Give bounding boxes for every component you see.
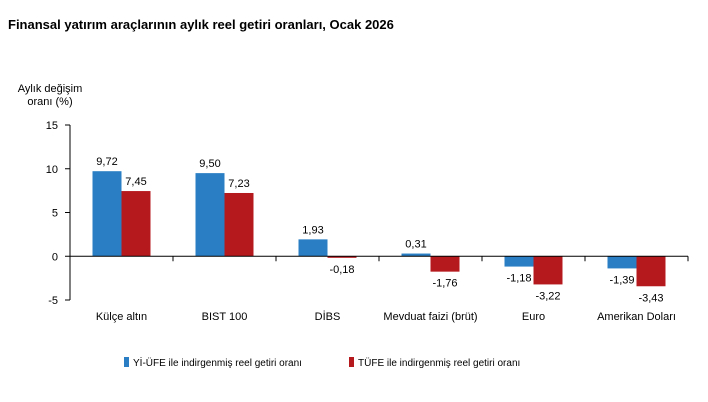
bar-s2-1 <box>121 191 151 257</box>
data-label-s1-3: 1,93 <box>302 224 323 236</box>
data-label-s1-4: 0,31 <box>405 239 426 251</box>
data-label-s2-6: -3,43 <box>638 292 663 304</box>
bar-s1-2 <box>195 173 225 257</box>
category-label-3: DİBS <box>315 310 341 323</box>
bar-s1-1 <box>92 171 122 257</box>
bars <box>92 171 666 287</box>
y-axis-label-line-1: Aylık değişim <box>18 83 83 95</box>
category-label-2: BIST 100 <box>202 311 248 323</box>
bar-s2-2 <box>224 192 254 257</box>
legend: Yİ-ÜFE ile indirgenmiş reel getiri oranı… <box>124 356 520 369</box>
data-label-s1-1: 9,72 <box>96 156 117 168</box>
legend-swatch-2 <box>349 357 354 367</box>
data-label-s1-5: -1,18 <box>506 273 531 285</box>
legend-label-1: Yİ-ÜFE ile indirgenmiş reel getiri oranı <box>133 356 302 369</box>
bar-s1-3 <box>298 239 328 257</box>
y-tick-label: 10 <box>46 164 58 176</box>
data-label-s2-5: -3,22 <box>535 290 560 302</box>
y-axis-label-line-2: oranı (%) <box>27 96 72 108</box>
bar-s2-6 <box>636 256 666 287</box>
data-label-s1-6: -1,39 <box>609 274 634 286</box>
category-label-6: Amerikan Doları <box>597 311 676 323</box>
category-labels: Külçe altın BIST 100 DİBS Mevduat faizi (br… <box>96 310 676 323</box>
data-labels: 9,72 9,50 1,93 0,31 -1,18 -1,39 7,45 7,23 -0,18 -… <box>96 156 663 304</box>
legend-label-2: TÜFE ile indirgenmiş reel getiri oranı <box>358 357 520 369</box>
data-label-s2-4: -1,76 <box>432 278 457 290</box>
bar-s2-5 <box>533 256 563 285</box>
data-label-s2-2: 7,23 <box>228 178 249 190</box>
bar-s2-3 <box>327 256 357 258</box>
bar-s1-4 <box>401 253 431 257</box>
y-tick-label: -5 <box>48 295 58 307</box>
bar-s2-4 <box>430 256 460 272</box>
data-label-s2-1: 7,45 <box>125 176 146 188</box>
y-tick-label: 15 <box>46 120 58 132</box>
y-axis-ticks: -5 0 5 10 15 <box>46 120 689 307</box>
bar-s1-6 <box>607 256 637 269</box>
y-tick-label: 0 <box>52 251 58 263</box>
data-label-s2-3: -0,18 <box>329 264 354 276</box>
y-tick-label: 5 <box>52 208 58 220</box>
category-label-5: Euro <box>522 311 545 323</box>
chart-title: Finansal yatırım araçlarının aylık reel … <box>8 17 394 32</box>
category-label-1: Külçe altın <box>96 311 147 323</box>
data-label-s1-2: 9,50 <box>199 158 220 170</box>
legend-swatch-1 <box>124 357 129 367</box>
category-label-4: Mevduat faizi (brüt) <box>383 311 477 323</box>
bar-s1-5 <box>504 256 534 267</box>
